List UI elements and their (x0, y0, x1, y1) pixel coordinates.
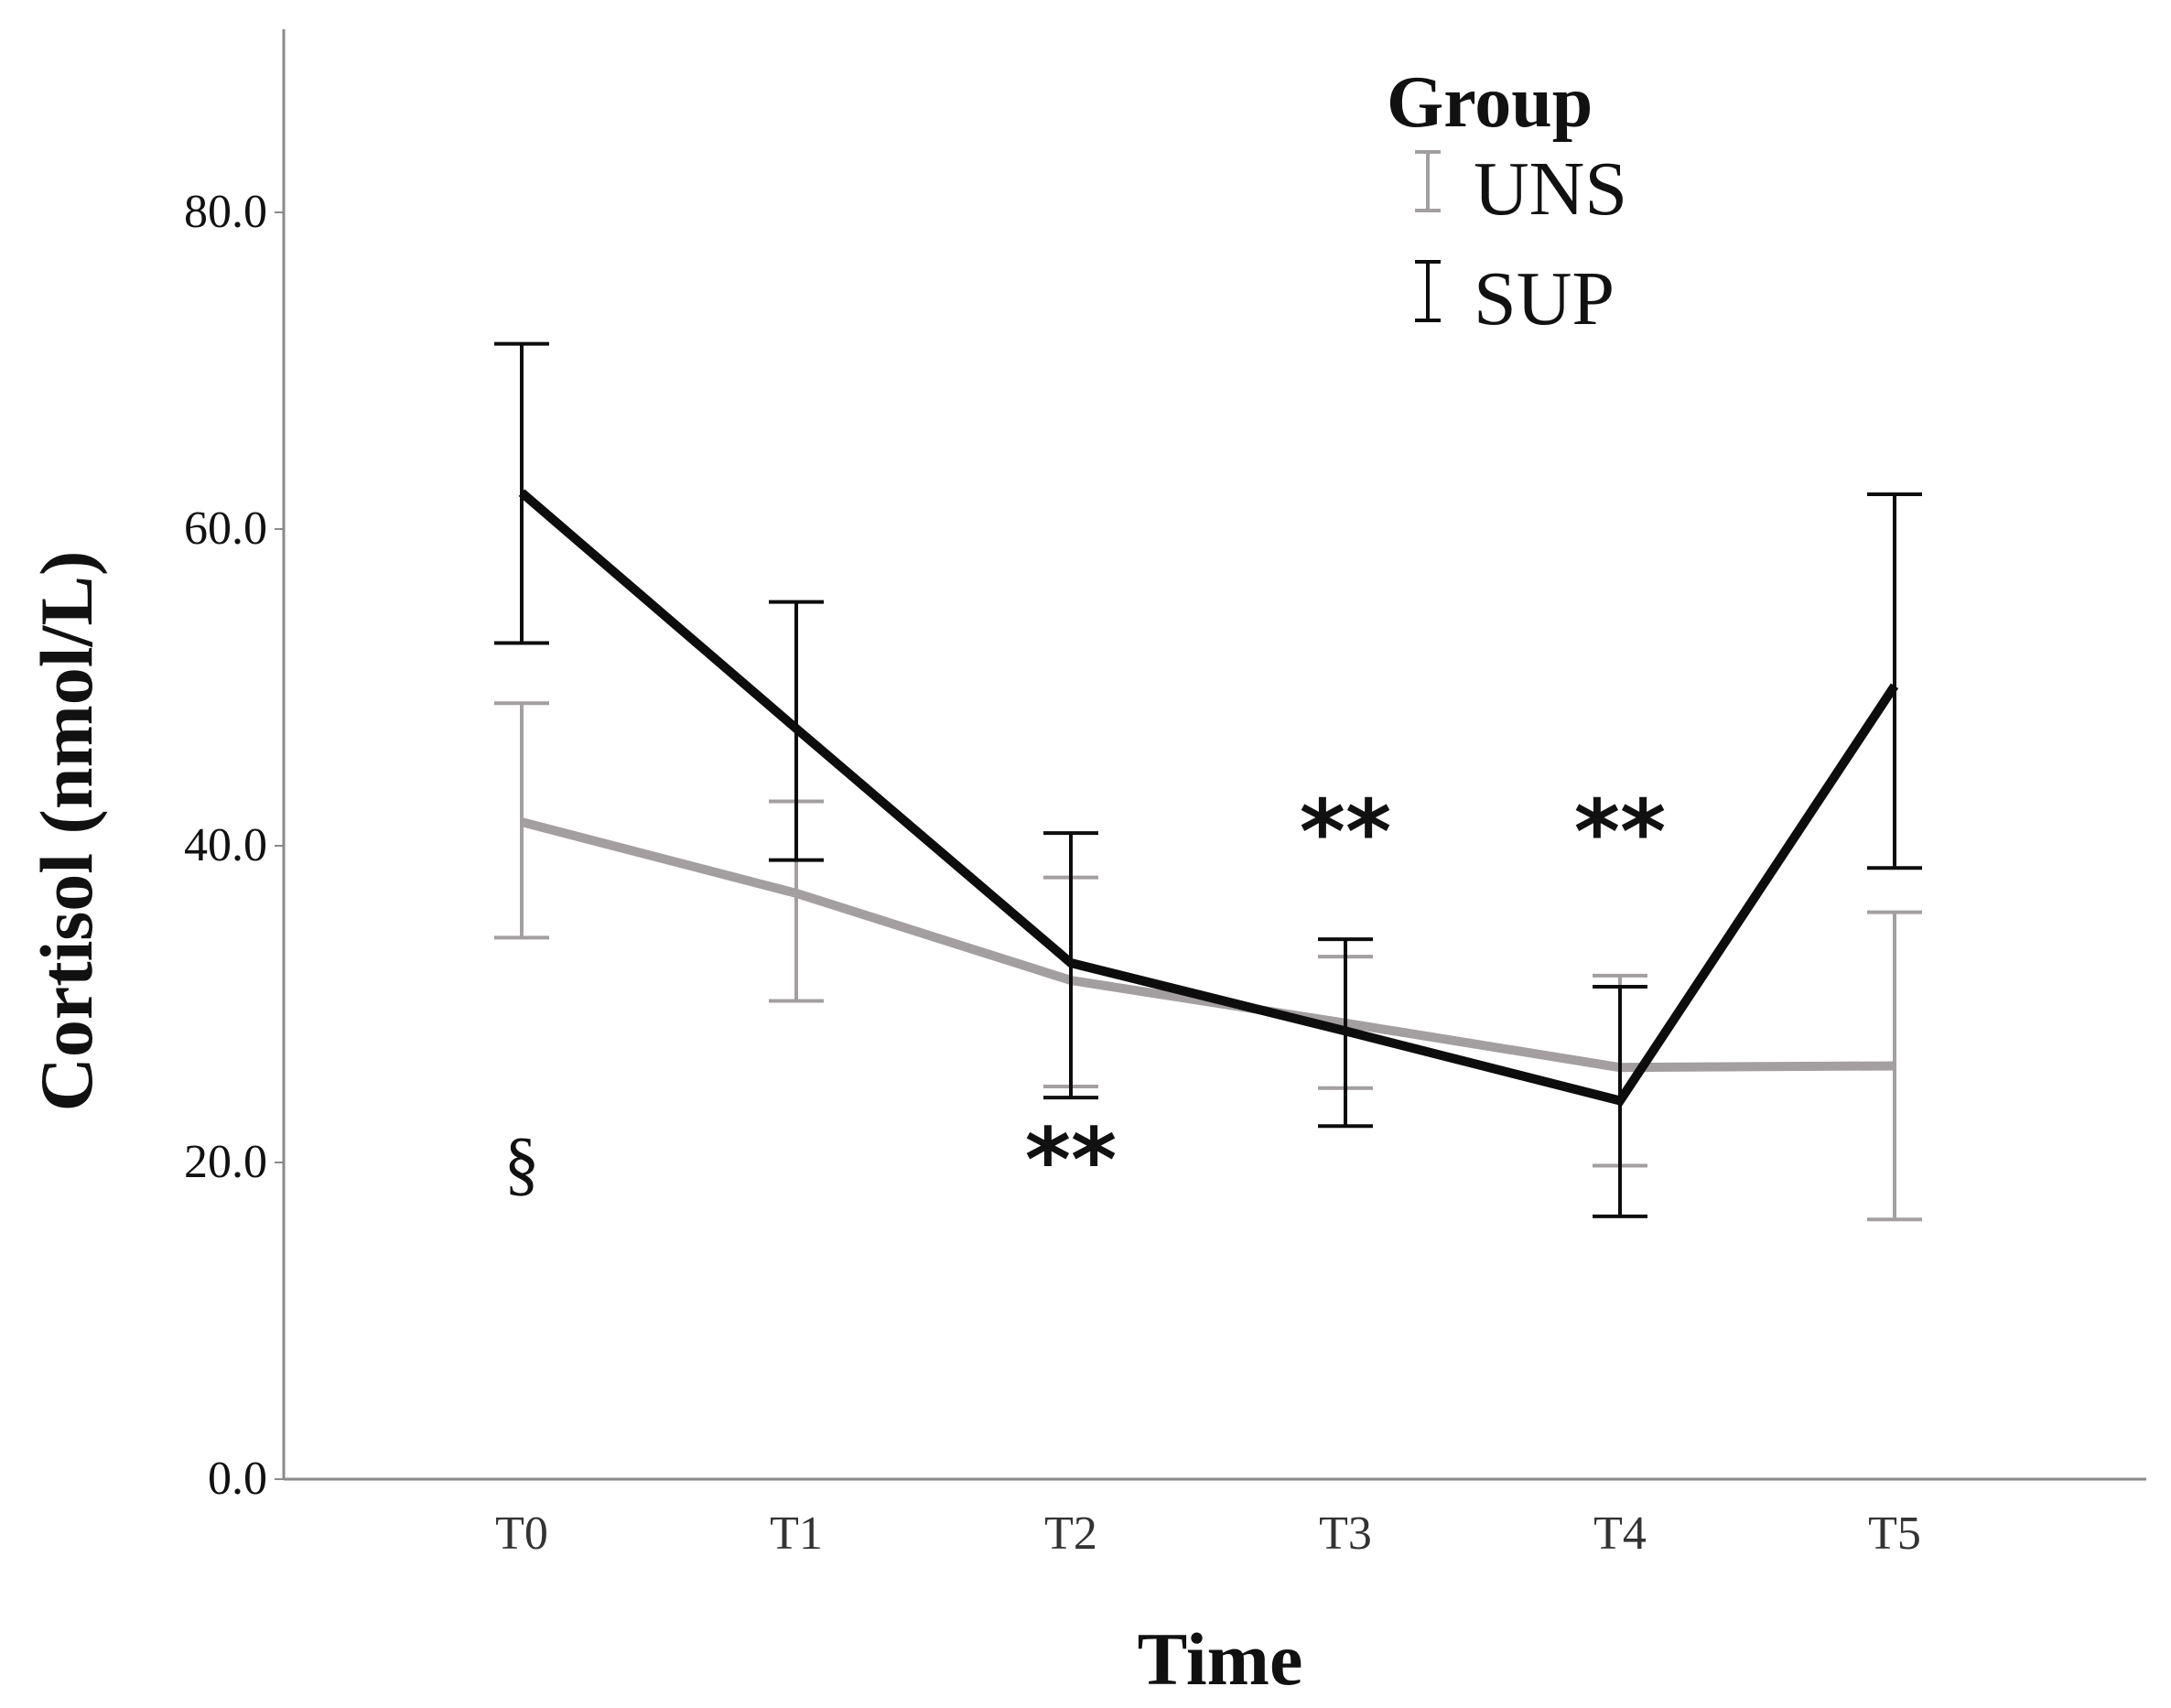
x-axis-title: Time (1138, 1617, 1303, 1701)
x-tick-label: T4 (1593, 1508, 1647, 1560)
y-axis-ticks: 0.0 20.0 40.0 60.0 80.0 (184, 186, 284, 1505)
series-line-uns (520, 817, 1896, 1073)
significance-annotation: ** (1300, 782, 1391, 884)
y-tick-label: 0.0 (208, 1453, 267, 1505)
series-sup (494, 341, 1922, 1218)
significance-annotation: ** (1574, 782, 1666, 884)
error-bars-sup (494, 341, 1922, 1218)
y-tick-label: 60.0 (184, 503, 267, 555)
legend-label: UNS (1474, 146, 1627, 232)
series-layer (494, 341, 1922, 1222)
x-tick-label: T2 (1044, 1508, 1097, 1560)
y-axis-title: Cortisol (nmol/L) (25, 551, 108, 1112)
y-tick-label: 40.0 (184, 819, 267, 871)
x-tick-label: T1 (770, 1508, 823, 1560)
y-tick-label: 20.0 (184, 1136, 267, 1188)
annotation-layer: § ** ** ** (504, 782, 1667, 1212)
x-tick-label: T0 (495, 1508, 548, 1560)
significance-annotation: ** (1025, 1109, 1117, 1212)
y-tick-label: 80.0 (184, 186, 267, 238)
legend: Group UNS SUP (1387, 62, 1627, 341)
series-line-sup (518, 489, 1899, 1107)
legend-item-uns: UNS (1415, 146, 1627, 232)
x-axis-ticks: T0 T1 T2 T3 T4 T5 (495, 1508, 1921, 1560)
legend-label: SUP (1474, 256, 1615, 341)
legend-title: Group (1387, 62, 1593, 143)
legend-item-sup: SUP (1415, 256, 1615, 341)
significance-annotation: § (504, 1123, 540, 1203)
x-tick-label: T3 (1319, 1508, 1372, 1560)
x-tick-label: T5 (1868, 1508, 1921, 1560)
